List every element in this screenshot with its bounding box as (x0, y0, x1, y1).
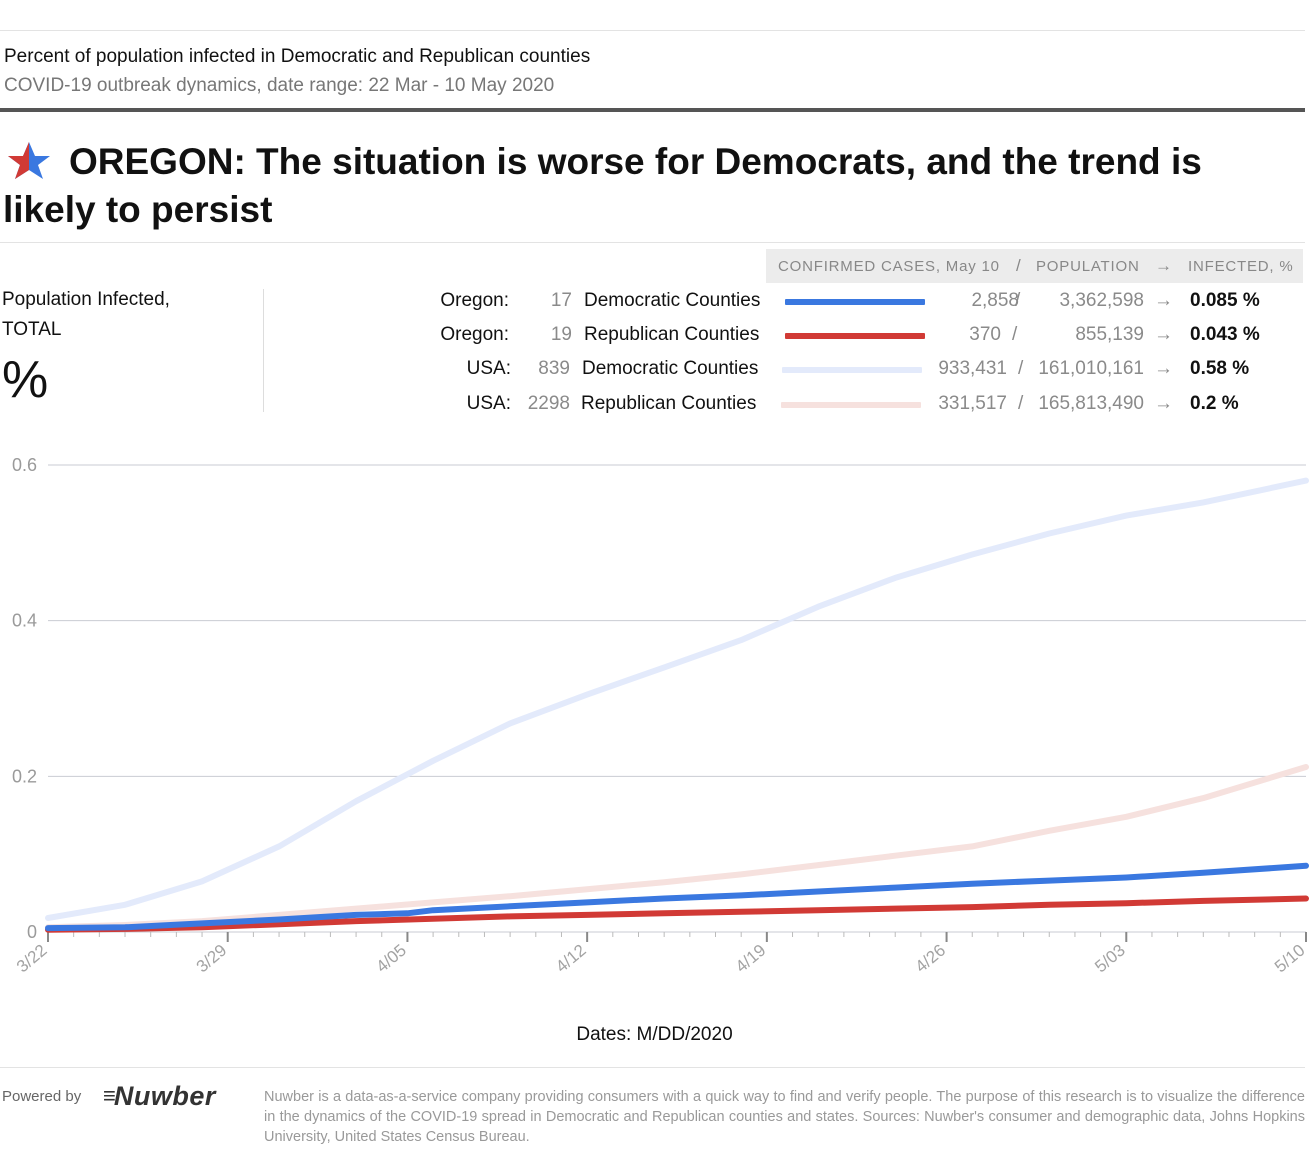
x-tick-label: 5/03 (1091, 941, 1129, 977)
legend-label: Democratic Counties (582, 358, 759, 379)
yaxis-unit: % (2, 351, 49, 409)
legend-county-count: 839 (538, 358, 570, 379)
legend-slash: / (1012, 324, 1018, 345)
legend-slash: / (1015, 290, 1021, 311)
footer-rule (0, 1067, 1305, 1068)
legend-county-count: 2298 (527, 393, 570, 414)
legend-county-count: 19 (550, 324, 572, 345)
y-tick-label: 0.2 (12, 766, 37, 786)
logo-bars-icon: ≡ (103, 1083, 116, 1108)
legend-percent: 0.085 % (1190, 290, 1260, 311)
legend-row: Oregon: 17 Democratic Counties 2,858 / 3… (0, 287, 1309, 317)
legend-percent: 0.58 % (1190, 358, 1250, 379)
legend-arrow: → (1154, 358, 1173, 379)
legend-population: 161,010,161 (1038, 358, 1144, 379)
legend-cases: 2,858 (971, 290, 1019, 311)
y-tick-label: 0 (27, 922, 37, 942)
legend-population: 3,362,598 (1059, 290, 1144, 311)
legend-row: USA: 2298 Republican Counties 331,517 / … (0, 390, 1309, 420)
legend-swatch (785, 299, 925, 305)
legend-region: Oregon: (440, 324, 509, 345)
chart-subtitle: COVID-19 outbreak dynamics, date range: … (4, 75, 555, 96)
headline-rule (0, 242, 1305, 243)
x-tick-label: 4/12 (552, 941, 590, 977)
legend-cases: 370 (969, 324, 1001, 345)
legend-region: Oregon: (440, 290, 509, 311)
legend-row: Oregon: 19 Republican Counties 370 / 855… (0, 321, 1309, 351)
y-tick-label: 0.4 (12, 611, 37, 631)
legend-header-slash: / (1016, 256, 1022, 275)
nuwber-logo: ≡Nuwber (103, 1081, 216, 1112)
top-rule (0, 30, 1305, 31)
legend-label: Democratic Counties (584, 290, 761, 311)
legend-label: Republican Counties (584, 324, 760, 345)
powered-by-label: Powered by (2, 1088, 82, 1105)
series-line (45, 477, 1309, 921)
series-line (45, 764, 1309, 931)
legend-percent: 0.2 % (1190, 393, 1239, 414)
legend-header-arrow: → (1155, 256, 1173, 275)
legend-arrow: → (1154, 324, 1173, 345)
legend-arrow: → (1154, 393, 1173, 414)
legend-slash: / (1018, 393, 1024, 414)
x-tick-label: 4/19 (732, 941, 770, 977)
legend-county-count: 17 (550, 290, 572, 311)
chart-title: Percent of population infected in Democr… (4, 46, 591, 67)
legend-population: 855,139 (1075, 324, 1144, 345)
legend-population: 165,813,490 (1038, 393, 1144, 414)
legend-row: USA: 839 Democratic Counties 933,431 / 1… (0, 355, 1309, 385)
legend-slash: / (1018, 358, 1024, 379)
legend-arrow: → (1154, 290, 1173, 311)
x-tick-label: 3/22 (13, 941, 51, 977)
x-tick-label: 4/26 (912, 941, 950, 977)
legend-cases: 331,517 (938, 393, 1007, 414)
x-tick-label: 3/29 (193, 941, 231, 977)
legend-header-population: POPULATION (1036, 258, 1140, 275)
xaxis-title: Dates: M/DD/2020 (576, 1024, 733, 1045)
legend-region: USA: (466, 393, 511, 414)
legend-header-cases: CONFIRMED CASES, May 10 (778, 258, 1000, 275)
series-line (45, 895, 1309, 933)
legend-header: CONFIRMED CASES, May 10 / POPULATION → I… (766, 249, 1303, 283)
yaxis-label-line1: Population Infected, (2, 289, 170, 310)
vertical-divider (263, 289, 264, 412)
legend-cases: 933,431 (938, 358, 1007, 379)
legend-swatch (781, 402, 921, 408)
headline-text: OREGON: The situation is worse for Democ… (3, 141, 1202, 230)
logo-text: Nuwber (113, 1081, 216, 1111)
legend-label: Republican Counties (581, 393, 757, 414)
x-tick-label: 5/10 (1271, 941, 1309, 977)
series-line (45, 862, 1309, 932)
legend-header-infected: INFECTED, % (1188, 258, 1294, 275)
legend-swatch (785, 333, 925, 339)
y-tick-label: 0.6 (12, 455, 37, 475)
legend-swatch (782, 367, 922, 373)
legend-percent: 0.043 % (1190, 324, 1260, 345)
footnote: Nuwber is a data-as-a-service company pr… (264, 1089, 1305, 1145)
yaxis-label-line2: TOTAL (2, 319, 62, 340)
x-tick-label: 4/05 (372, 941, 410, 977)
star-icon (8, 142, 50, 179)
line-chart: 0 0.2 0.4 0.6 3/22 3/29 4/05 4/12 4/19 4/26 5/03 5/… (12, 455, 1309, 977)
legend-region: USA: (466, 358, 511, 379)
header-rule (0, 108, 1305, 112)
headline: OREGON: The situation is worse for Democ… (3, 138, 1273, 234)
